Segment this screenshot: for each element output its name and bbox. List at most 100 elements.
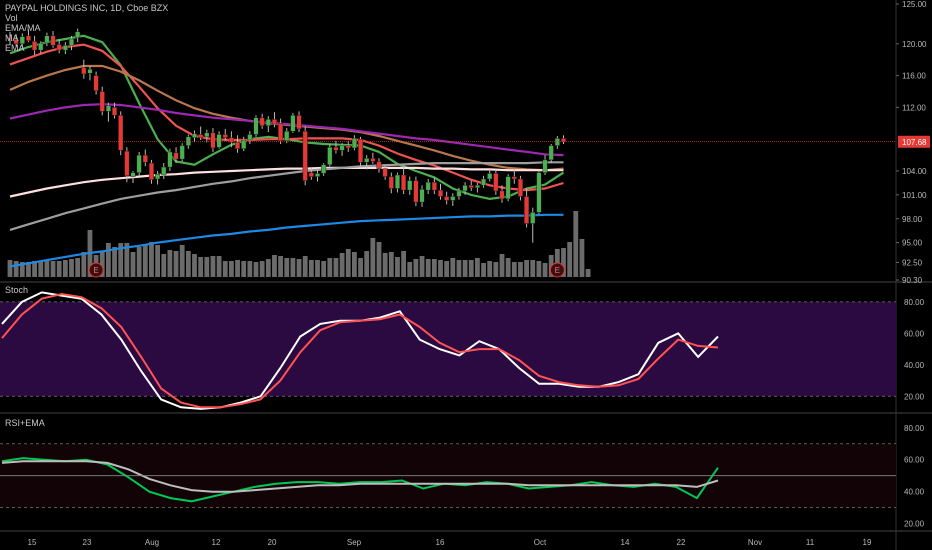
candle-body [413,180,419,203]
candle-body [358,139,364,163]
volume-bar [247,261,253,277]
candle-body [364,158,370,163]
price-tick-label: 116.00 [902,72,926,81]
volume-bar [69,259,74,277]
price-tick-label: 112.00 [902,103,926,112]
candle-body [259,117,265,126]
price-tick-label: 92.50 [902,259,923,268]
volume-bar [419,256,425,277]
candle-body [7,37,13,40]
price-tick-label: 90.30 [902,276,923,285]
date-tick-label: 14 [621,538,630,547]
candle-body [499,190,505,200]
earnings-marker [88,262,104,278]
volume-bar [210,256,216,277]
candle-body [19,36,25,44]
current-price-label: 107.68 [902,138,927,147]
candle-body [536,172,542,213]
candle-body [62,45,68,51]
volume-bar [44,260,50,277]
volume-bar [235,260,240,277]
volume-bar [585,269,591,277]
indicator-tick-label: 80.00 [904,298,925,307]
candle-body [401,174,407,191]
volume-bar [284,258,290,277]
volume-bar [505,258,511,277]
candle-body [382,168,388,177]
candlesticks[interactable] [7,28,567,243]
volume-bar [425,259,431,277]
volume-bar [112,247,117,277]
volume-bar [142,244,148,277]
candle-body [444,196,450,201]
volume-bar [370,238,376,277]
candle-body [204,132,210,138]
candle-body [44,35,50,44]
volume-bar [395,257,400,277]
volume-bar [155,245,160,277]
candle-body [173,152,179,160]
candle-body [284,131,290,142]
indicator-tick-label: 80.00 [904,424,925,433]
candle-body [235,142,241,149]
candle-body [468,185,474,188]
volume-bar [32,261,37,277]
volume-bar [216,256,222,277]
candle-body [339,145,345,151]
indicator-band [0,301,896,397]
volume-bar [56,261,62,277]
indicator-line [1,292,719,409]
candle-body [511,176,517,180]
candle-body [345,145,351,149]
volume-bar [192,254,197,277]
candle-body [517,178,523,197]
candle-body [462,185,468,192]
volume-bar [493,262,499,277]
date-tick-label: 20 [268,538,277,547]
candle-body [81,67,87,75]
indicator-tick-label: 40.00 [904,488,925,497]
candle-body [505,176,511,200]
candle-body [136,154,142,173]
volume-bar [364,251,370,277]
volume-bar [401,251,406,277]
candle-body [481,178,487,186]
moving-average-line [9,213,564,268]
indicator-line [1,457,719,503]
date-tick-label: 12 [212,538,221,547]
date-tick-label: 19 [863,538,872,547]
candle-body [216,134,222,148]
volume-bar [149,242,154,277]
candle-body [228,137,234,143]
candle-body [561,138,567,142]
candle-body [253,117,259,135]
candle-body [407,180,413,191]
volume-bar [222,261,228,277]
candle-body [105,105,111,112]
volume-bar [511,262,517,277]
candle-body [542,159,548,173]
volume-bar [530,260,536,277]
volume-bar [229,261,234,277]
volume-bar [198,257,204,277]
candle-body [278,123,284,142]
volume-bar [499,254,505,277]
volume-bar [302,256,308,277]
volume-bar [253,262,259,277]
candle-body [148,162,154,180]
candle-body [456,190,462,197]
candle-body [290,115,296,132]
volume-bar [388,252,394,277]
date-tick-label: 22 [677,538,686,547]
volume-bar [382,253,388,277]
volume-bar [339,253,345,277]
volume-bar [315,260,320,277]
candle-body [554,138,560,146]
stoch-legend: Stoch [5,285,28,295]
candle-body [351,138,357,149]
volume-bar [333,258,339,277]
candle-body [68,38,74,46]
candle-body [222,134,228,138]
